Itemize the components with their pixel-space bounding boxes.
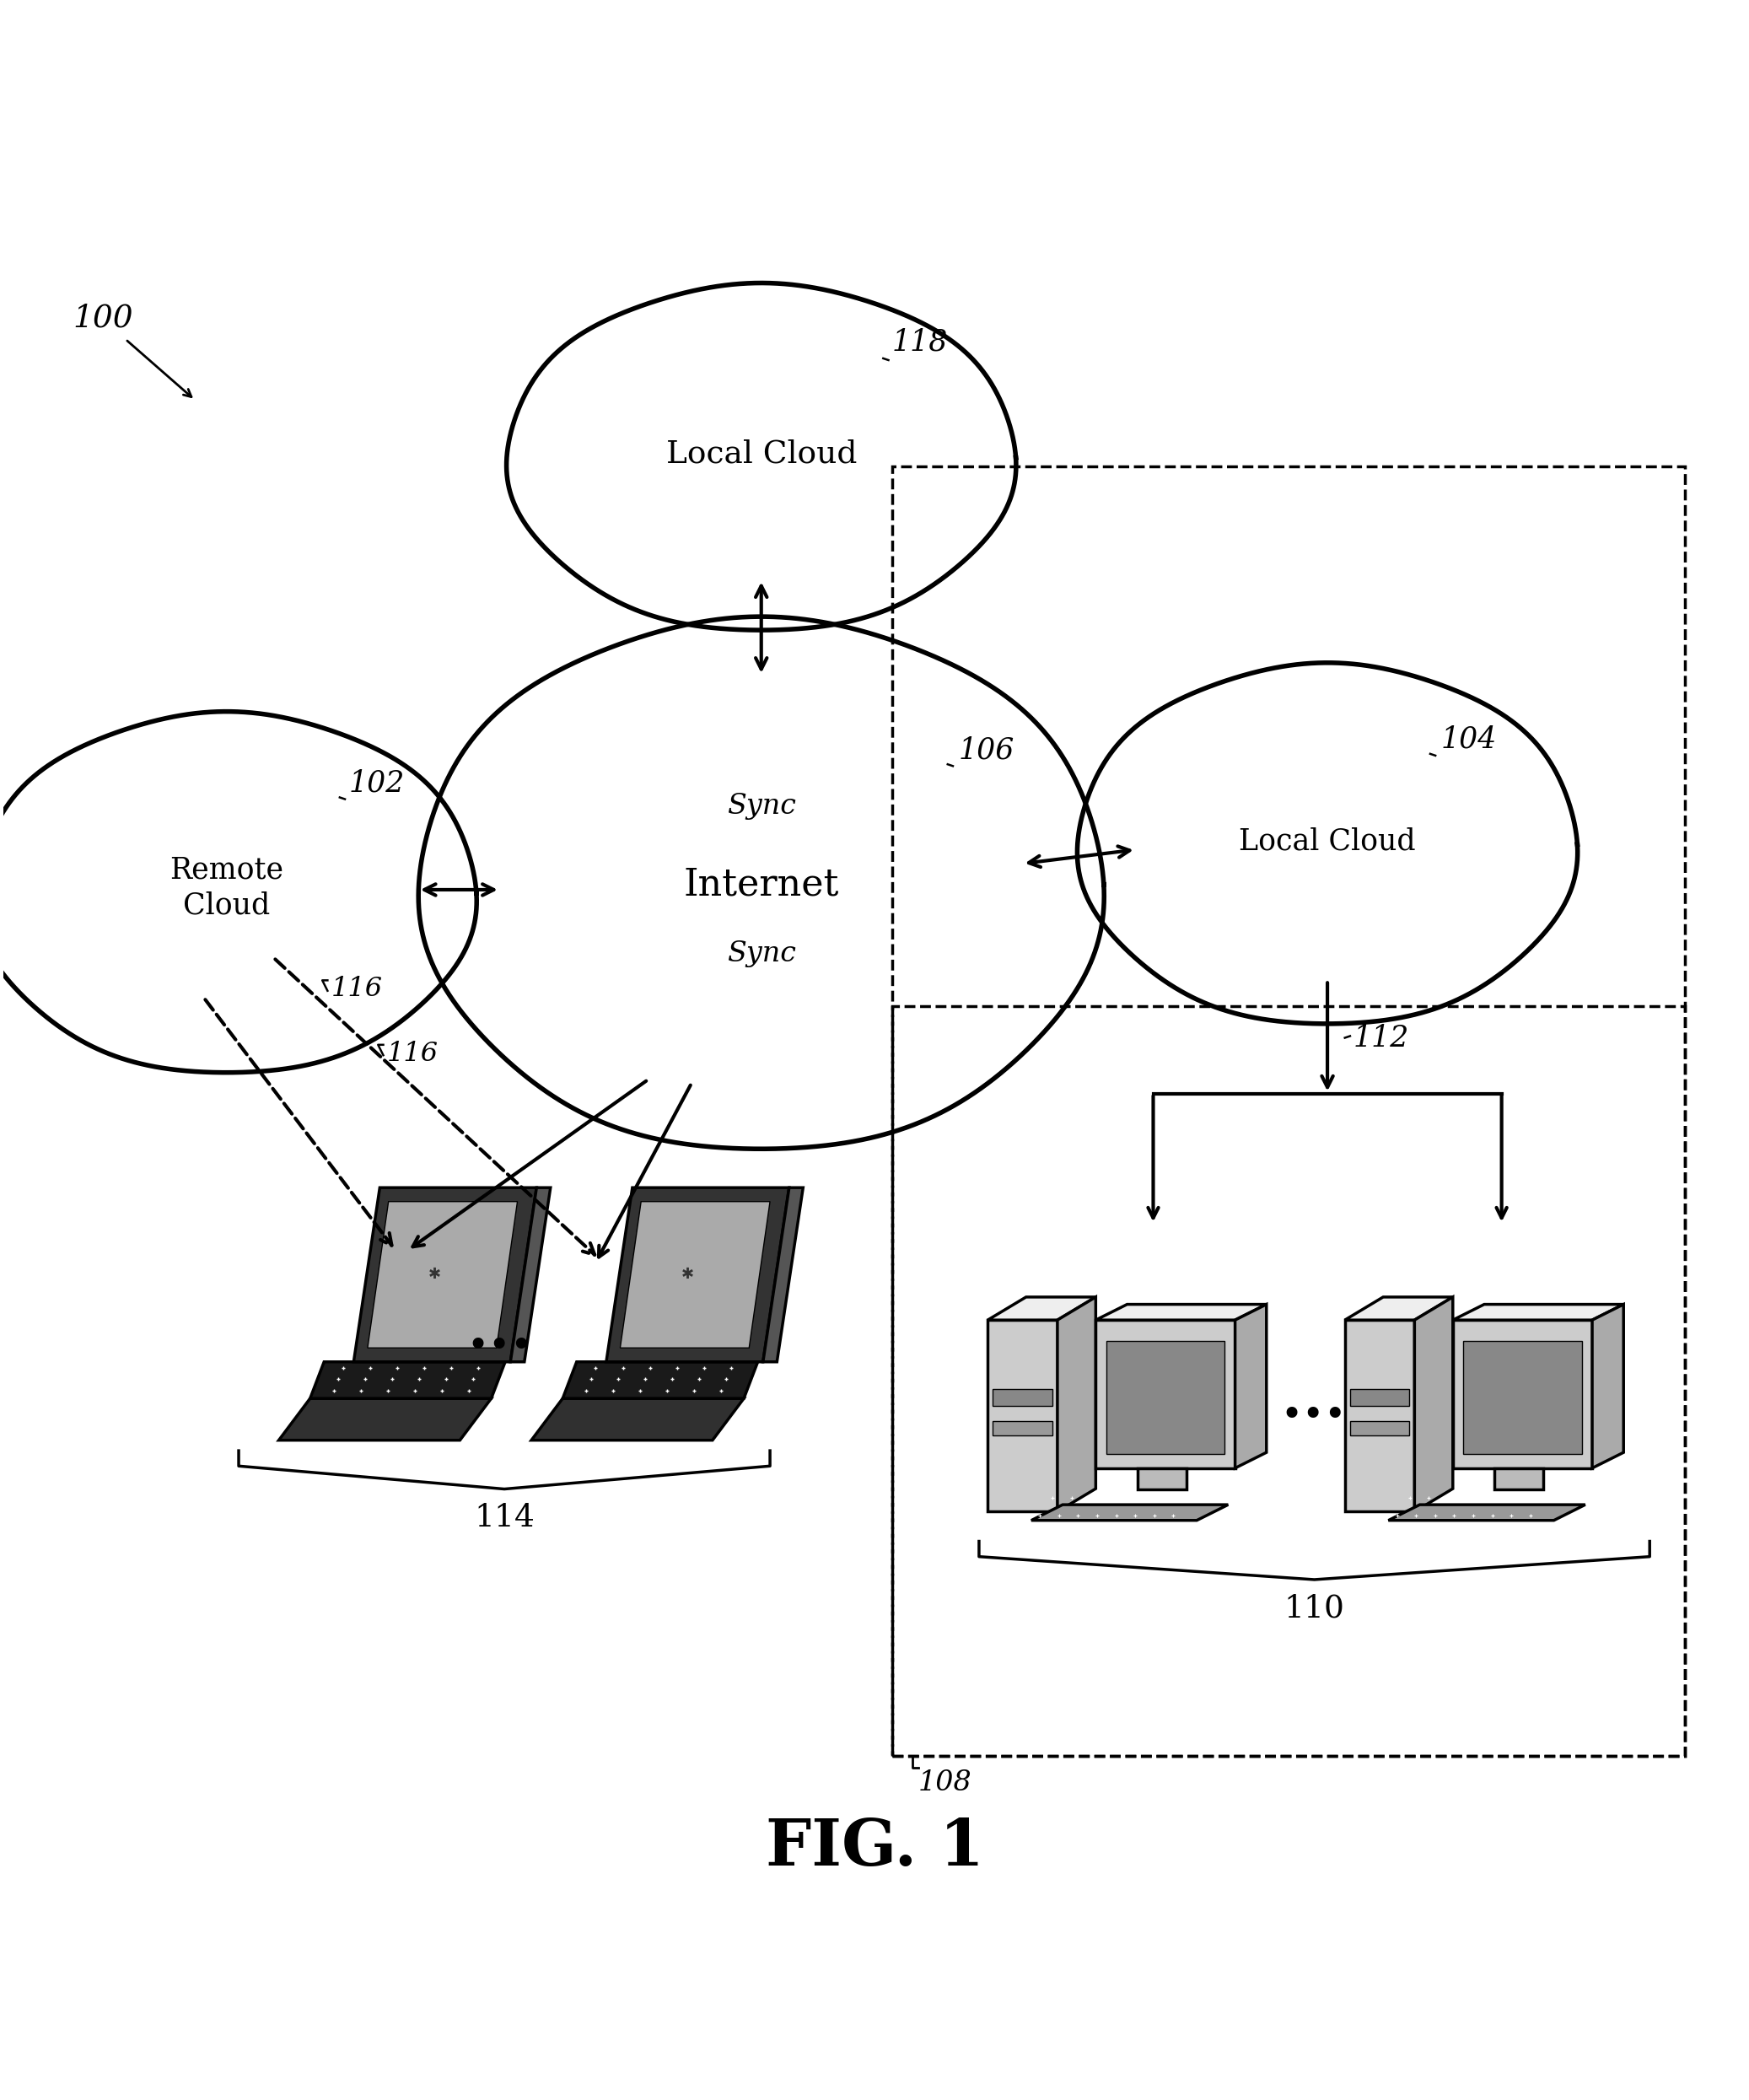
Text: •••: ••• xyxy=(467,1327,533,1365)
Text: FIG. 1: FIG. 1 xyxy=(766,1816,983,1880)
Text: Sync: Sync xyxy=(726,792,796,819)
Text: 104: 104 xyxy=(1441,724,1497,754)
Polygon shape xyxy=(310,1361,505,1399)
Polygon shape xyxy=(988,1321,1058,1512)
Bar xyxy=(892,1006,1684,1756)
Polygon shape xyxy=(1415,1298,1453,1512)
Text: Remote
Cloud: Remote Cloud xyxy=(170,857,283,920)
Polygon shape xyxy=(1105,1342,1224,1453)
Text: 116: 116 xyxy=(331,977,383,1002)
Text: ✱: ✱ xyxy=(680,1266,694,1283)
FancyBboxPatch shape xyxy=(1137,1468,1186,1489)
Polygon shape xyxy=(621,1201,770,1348)
Text: 108: 108 xyxy=(918,1770,972,1796)
Polygon shape xyxy=(1453,1321,1592,1468)
Polygon shape xyxy=(1058,1298,1095,1512)
Polygon shape xyxy=(0,712,477,1073)
Polygon shape xyxy=(1077,664,1578,1025)
Polygon shape xyxy=(507,284,1016,630)
Text: 102: 102 xyxy=(348,769,404,798)
Polygon shape xyxy=(1032,1506,1228,1520)
Text: Internet: Internet xyxy=(684,867,840,903)
Text: 100: 100 xyxy=(73,302,133,334)
Text: 116: 116 xyxy=(387,1040,439,1067)
Polygon shape xyxy=(563,1361,757,1399)
FancyBboxPatch shape xyxy=(1495,1468,1543,1489)
Polygon shape xyxy=(418,617,1104,1149)
FancyBboxPatch shape xyxy=(1350,1422,1410,1434)
Polygon shape xyxy=(763,1189,803,1361)
FancyBboxPatch shape xyxy=(1350,1388,1410,1407)
Text: 118: 118 xyxy=(892,328,948,357)
Polygon shape xyxy=(1389,1506,1585,1520)
Polygon shape xyxy=(1235,1304,1266,1468)
FancyBboxPatch shape xyxy=(993,1422,1053,1434)
Polygon shape xyxy=(1592,1304,1623,1468)
Text: Local Cloud: Local Cloud xyxy=(1238,827,1415,855)
Bar xyxy=(892,466,1684,1756)
Polygon shape xyxy=(511,1189,551,1361)
Polygon shape xyxy=(988,1298,1095,1321)
Polygon shape xyxy=(1345,1298,1453,1321)
Text: •••: ••• xyxy=(1280,1399,1347,1434)
Polygon shape xyxy=(1453,1304,1623,1321)
Text: 110: 110 xyxy=(1284,1594,1345,1623)
Polygon shape xyxy=(278,1399,491,1441)
Polygon shape xyxy=(1345,1321,1415,1512)
Polygon shape xyxy=(532,1399,743,1441)
Text: 114: 114 xyxy=(474,1504,535,1533)
Polygon shape xyxy=(1464,1342,1581,1453)
Polygon shape xyxy=(607,1189,789,1361)
Polygon shape xyxy=(1095,1321,1235,1468)
Text: 112: 112 xyxy=(1354,1023,1410,1052)
Text: Local Cloud: Local Cloud xyxy=(666,439,857,470)
Polygon shape xyxy=(367,1201,518,1348)
Text: 106: 106 xyxy=(958,735,1014,764)
Text: ✱: ✱ xyxy=(429,1266,441,1283)
Polygon shape xyxy=(353,1189,537,1361)
Text: Sync: Sync xyxy=(726,941,796,968)
Polygon shape xyxy=(1095,1304,1266,1321)
FancyBboxPatch shape xyxy=(993,1388,1053,1407)
